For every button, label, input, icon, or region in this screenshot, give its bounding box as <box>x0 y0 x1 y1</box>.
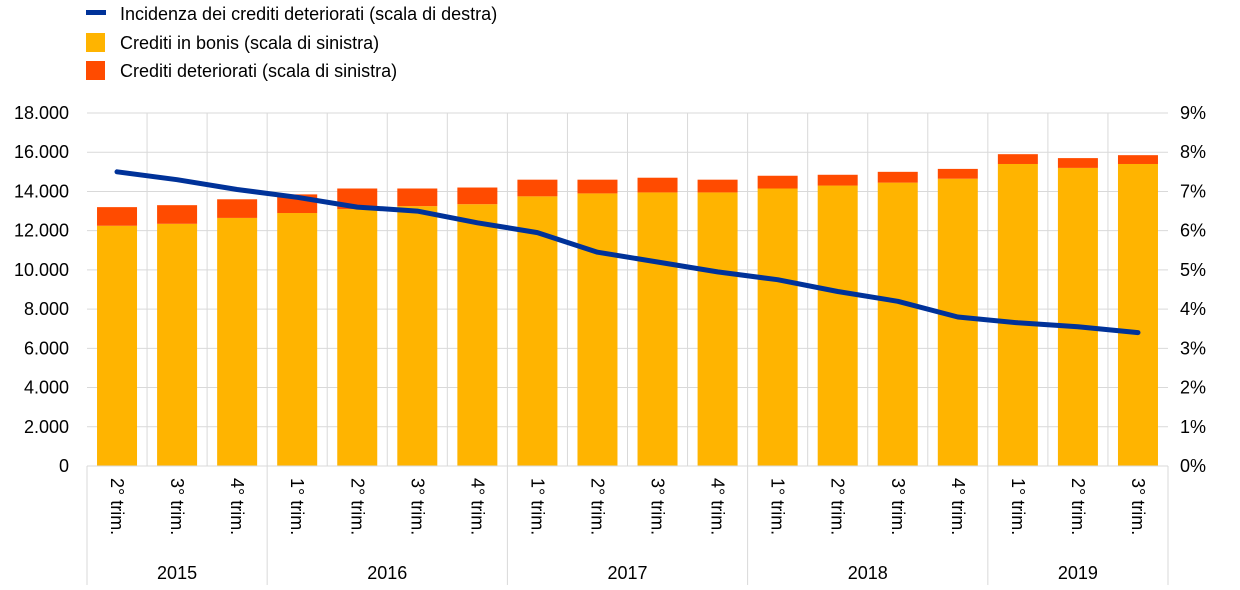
bar-deteriorati <box>97 207 138 226</box>
bar-deteriorati <box>457 187 498 205</box>
year-label: 2017 <box>607 563 647 583</box>
category-tick-label: 1° trim. <box>527 478 547 535</box>
bar-deteriorati <box>157 205 198 224</box>
bar-deteriorati <box>1057 158 1098 168</box>
bar-bonis <box>577 193 618 466</box>
bar-deteriorati <box>217 199 258 218</box>
line-incidenza <box>114 169 1141 336</box>
bar-bonis <box>937 178 978 467</box>
category-tick-label: 1° trim. <box>287 478 307 535</box>
bar-bonis <box>517 196 558 466</box>
y2-tick-label: 8% <box>1180 142 1206 162</box>
category-tick-label: 3° trim. <box>888 478 908 535</box>
bar-deteriorati <box>637 177 678 193</box>
category-tick-label: 4° trim. <box>227 478 247 535</box>
category-tick-label: 3° trim. <box>167 478 187 535</box>
bar-bonis <box>457 204 498 467</box>
y2-tick-label: 1% <box>1180 417 1206 437</box>
y-tick-label: 4.000 <box>24 378 69 398</box>
bar-deteriorati <box>937 168 978 179</box>
bar-deteriorati <box>757 175 798 189</box>
bar-bonis <box>757 188 798 466</box>
legend-label-deteriorati: Crediti deteriorati (scala di sinistra) <box>120 61 397 81</box>
y-tick-label: 8.000 <box>24 299 69 319</box>
y-tick-label: 10.000 <box>14 260 69 280</box>
category-tick-label: 2° trim. <box>587 478 607 535</box>
bar-bonis <box>997 163 1038 466</box>
line-series <box>114 169 1141 336</box>
bar-bonis <box>217 217 258 466</box>
y-tick-label: 2.000 <box>24 417 69 437</box>
y-tick-label: 14.000 <box>14 181 69 201</box>
y-tick-label: 6.000 <box>24 338 69 358</box>
bar-deteriorati <box>397 188 438 207</box>
bar-bonis <box>397 206 438 466</box>
bar-deteriorati <box>577 179 618 194</box>
y-tick-label: 18.000 <box>14 103 69 123</box>
legend-swatch-incidenza <box>86 10 106 15</box>
category-tick-label: 1° trim. <box>768 478 788 535</box>
y2-tick-label: 4% <box>1180 299 1206 319</box>
bar-deteriorati <box>517 179 558 197</box>
y-tick-label: 0 <box>59 456 69 476</box>
category-tick-label: 2° trim. <box>107 478 127 535</box>
y2-tick-label: 3% <box>1180 338 1206 358</box>
category-tick-label: 4° trim. <box>948 478 968 535</box>
bar-deteriorati <box>877 171 918 183</box>
legend: Incidenza dei crediti deteriorati (scala… <box>86 4 497 81</box>
legend-label-bonis: Crediti in bonis (scala di sinistra) <box>120 33 379 53</box>
year-label: 2018 <box>848 563 888 583</box>
legend-label-incidenza: Incidenza dei crediti deteriorati (scala… <box>120 4 497 24</box>
bar-bonis <box>157 223 198 466</box>
gridlines <box>87 112 1168 467</box>
category-tick-label: 2° trim. <box>828 478 848 535</box>
y2-tick-label: 9% <box>1180 103 1206 123</box>
bar-deteriorati <box>997 154 1038 164</box>
category-tick-label: 4° trim. <box>467 478 487 535</box>
bar-bonis <box>1057 167 1098 466</box>
bar-bonis <box>877 182 918 466</box>
legend-swatch-deteriorati <box>86 61 105 80</box>
y2-tick-label: 7% <box>1180 181 1206 201</box>
y2-tick-label: 6% <box>1180 221 1206 241</box>
category-tick-label: 3° trim. <box>1128 478 1148 535</box>
year-label: 2016 <box>367 563 407 583</box>
y2-tick-label: 2% <box>1180 378 1206 398</box>
bar-bonis <box>637 192 678 467</box>
y-tick-label: 16.000 <box>14 142 69 162</box>
y-tick-label: 12.000 <box>14 221 69 241</box>
category-tick-label: 3° trim. <box>648 478 668 535</box>
bar-deteriorati <box>1117 155 1158 164</box>
bars <box>97 154 1158 467</box>
category-tick-label: 4° trim. <box>708 478 728 535</box>
bar-bonis <box>1117 163 1158 466</box>
year-label: 2015 <box>157 563 197 583</box>
category-tick-label: 3° trim. <box>407 478 427 535</box>
category-tick-label: 2° trim. <box>347 478 367 535</box>
y2-tick-label: 0% <box>1180 456 1206 476</box>
bar-bonis <box>277 213 318 466</box>
bar-bonis <box>697 192 738 467</box>
category-tick-label: 1° trim. <box>1008 478 1028 535</box>
bar-deteriorati <box>697 179 738 193</box>
bar-bonis <box>337 209 378 466</box>
year-label: 2019 <box>1058 563 1098 583</box>
bar-bonis <box>97 225 138 466</box>
axes: 0 2.000 4.000 6.000 8.000 10.000 12.000 14.000 1… <box>14 103 1206 585</box>
bar-deteriorati <box>817 174 858 186</box>
y2-tick-label: 5% <box>1180 260 1206 280</box>
category-tick-label: 2° trim. <box>1068 478 1088 535</box>
legend-swatch-bonis <box>86 33 105 52</box>
bar-bonis <box>817 185 858 467</box>
